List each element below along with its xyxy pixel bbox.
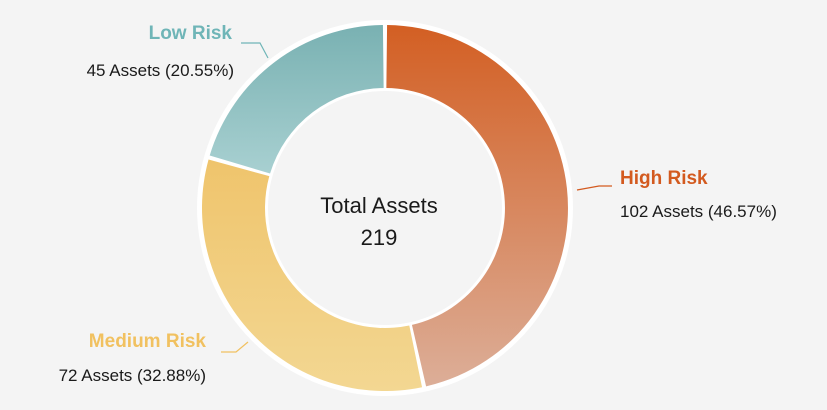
leader-line-high-risk xyxy=(576,185,612,191)
label-low-risk-detail: 45 Assets (20.55%) xyxy=(87,61,234,80)
slice-layer xyxy=(201,25,568,391)
label-medium-risk-name: Medium Risk xyxy=(89,331,207,352)
slice-high-risk[interactable] xyxy=(386,25,568,387)
leader-line-medium-risk xyxy=(221,341,249,353)
label-medium-risk-detail: 72 Assets (32.88%) xyxy=(59,366,206,385)
label-low-risk-name: Low Risk xyxy=(149,23,233,44)
slice-medium-risk[interactable] xyxy=(201,159,423,391)
leader-line-low-risk xyxy=(241,42,269,59)
center-total-title: Total Assets xyxy=(320,193,437,218)
label-high-risk-name: High Risk xyxy=(620,168,708,189)
slice-low-risk[interactable] xyxy=(209,25,384,174)
donut-center-hole xyxy=(268,91,502,325)
label-high-risk-detail: 102 Assets (46.57%) xyxy=(620,202,777,221)
center-total-value: 219 xyxy=(361,225,398,250)
